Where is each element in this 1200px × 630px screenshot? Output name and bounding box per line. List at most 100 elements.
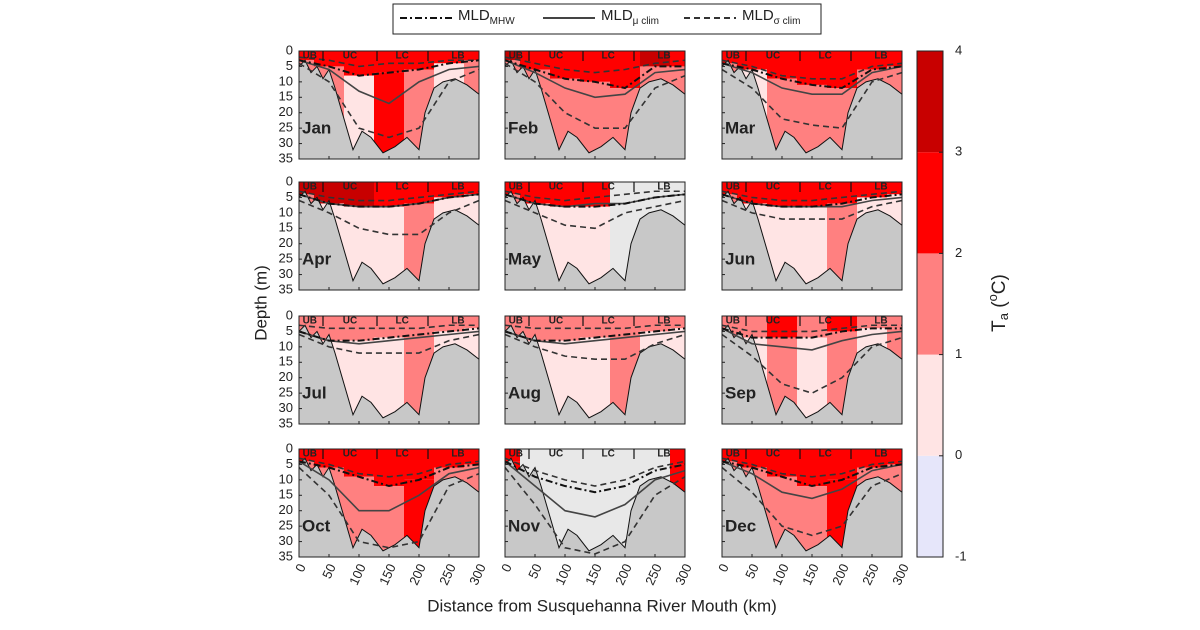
region-label: LB [451, 182, 464, 193]
surface-cell [767, 51, 798, 79]
y-tick-label: 0 [286, 173, 293, 188]
mld-line [299, 56, 479, 68]
surface-cell [887, 449, 902, 465]
surface-cell [299, 51, 315, 61]
surface-cell [550, 51, 581, 79]
surface-cell [887, 51, 902, 67]
x-axis-label: Distance from Susquehanna River Mouth (k… [427, 596, 777, 615]
surface-cell [464, 182, 479, 195]
colorbar-tick-label: -1 [955, 548, 967, 563]
region-label: UB [509, 51, 523, 62]
legend-box [392, 3, 822, 35]
region-label: LB [874, 51, 887, 62]
y-tick-label: 30 [279, 266, 293, 281]
surface-cell [580, 449, 611, 493]
mld-line [722, 199, 902, 220]
x-tick-label: 50 [525, 561, 545, 580]
region-label: UB [303, 51, 317, 62]
mld-line [505, 333, 685, 360]
colorbar-bin [917, 354, 943, 456]
surface-cell [404, 51, 435, 70]
mld-line [722, 460, 902, 488]
x-tick-label: 300 [672, 561, 695, 587]
mld-line [505, 457, 685, 487]
y-tick-label: 25 [279, 518, 293, 533]
region-label: LB [451, 51, 464, 62]
label-sub: a [996, 312, 1011, 320]
region-label: LC [396, 449, 409, 460]
surface-cell [670, 182, 685, 195]
y-tick-label: 15 [279, 220, 293, 235]
region-label: UB [303, 182, 317, 193]
surface-cell [887, 182, 902, 195]
surface-cell [374, 449, 405, 487]
label-sup: o [985, 294, 1000, 301]
region-label: UC [549, 182, 563, 193]
mld-line [722, 460, 902, 500]
x-tick-label: 300 [466, 561, 489, 587]
label-text: ( [989, 301, 1010, 313]
colorbar-frame [916, 50, 944, 558]
surface-cell [797, 449, 828, 487]
region-label: UC [549, 51, 563, 62]
y-tick-label: 35 [279, 415, 293, 430]
surface-cell [464, 51, 479, 61]
colorbar-bin [917, 455, 943, 557]
surface-cell [344, 182, 375, 207]
surface-cell [737, 182, 768, 204]
surface-cell [797, 182, 828, 207]
surface-cell [767, 182, 798, 207]
legend-subscript: σ clim [774, 16, 801, 27]
y-tick-label: 20 [279, 502, 293, 517]
region-label: LC [396, 182, 409, 193]
surface-cell [464, 449, 479, 465]
region-label: UB [303, 449, 317, 460]
region-label: UC [343, 51, 357, 62]
mld-line [299, 190, 479, 202]
region-label: UB [726, 51, 740, 62]
panel [722, 316, 902, 424]
panel [505, 51, 685, 159]
y-tick-label: 15 [279, 354, 293, 369]
mld-line [299, 457, 479, 478]
legend-text: MLD [458, 7, 490, 24]
panel [299, 316, 479, 424]
legend-text: MLD [601, 7, 633, 24]
y-tick-label: 30 [279, 135, 293, 150]
y-tick-label: 35 [279, 548, 293, 563]
x-tick-label: 200 [829, 561, 852, 587]
panel [722, 51, 902, 159]
mld-line [299, 466, 479, 549]
mld-line [299, 327, 479, 342]
region-label: LC [602, 449, 615, 460]
surface-cell [737, 316, 768, 338]
y-tick-label: 10 [279, 73, 293, 88]
mld-line [299, 460, 479, 512]
surface-cell [434, 182, 465, 198]
region-label: UB [509, 449, 523, 460]
panel-label: Jun [725, 249, 755, 268]
mld-line [299, 59, 479, 105]
surface-cell [344, 51, 375, 76]
x-tick-label: 0 [292, 561, 309, 574]
region-label: LB [657, 51, 670, 62]
region-label: LB [657, 316, 670, 327]
surface-cell [670, 51, 685, 67]
panel-label: May [508, 249, 542, 268]
y-tick-label: 5 [286, 189, 293, 204]
surface-cell [374, 316, 405, 338]
region-label: LC [819, 316, 832, 327]
y-tick-label: 0 [286, 307, 293, 322]
surface-cell [857, 182, 888, 198]
surface-cell [520, 51, 551, 70]
panel [505, 449, 685, 557]
region-label: UB [303, 316, 317, 327]
mld-line [722, 193, 902, 208]
y-tick-label: 30 [279, 400, 293, 415]
surface-cell [610, 316, 641, 335]
region-label: LB [874, 449, 887, 460]
y-tick-label: 5 [286, 323, 293, 338]
mld-line [299, 324, 479, 330]
region-label: LB [874, 316, 887, 327]
